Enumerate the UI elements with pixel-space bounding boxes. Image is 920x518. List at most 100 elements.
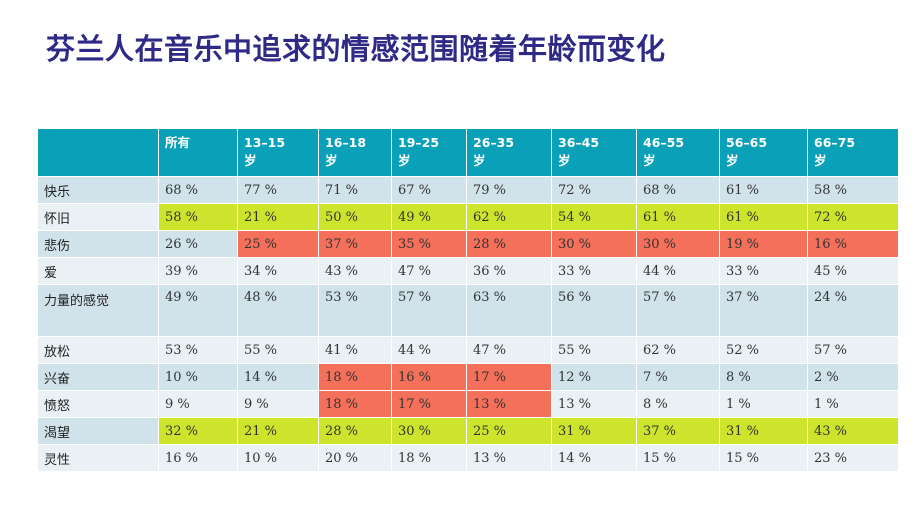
value-cell: 61 % bbox=[719, 176, 808, 204]
value-cell: 55 % bbox=[551, 336, 637, 364]
row-label: 放松 bbox=[37, 336, 159, 364]
table-row: 爱 39 % 34 % 43 % 47 % 36 % 33 % 44 % 33 % 45 % bbox=[37, 257, 899, 285]
value-cell: 57 % bbox=[391, 284, 467, 337]
value-cell: 10 % bbox=[237, 444, 319, 472]
table-row: 快乐 68 % 77 % 71 % 67 % 79 % 72 % 68 % 61 % 58 % bbox=[37, 176, 899, 204]
value-cell: 25 % bbox=[237, 230, 319, 258]
value-cell: 28 % bbox=[466, 230, 552, 258]
value-cell: 62 % bbox=[636, 336, 720, 364]
table-row: 渴望 32 % 21 % 28 % 30 % 25 % 31 % 37 % 31 % 43 % bbox=[37, 417, 899, 445]
value-cell: 13 % bbox=[551, 390, 637, 418]
value-cell: 18 % bbox=[391, 444, 467, 472]
value-cell: 72 % bbox=[807, 203, 899, 231]
column-header: 19–25 岁 bbox=[391, 128, 467, 177]
column-header-line1: 66–75 bbox=[814, 135, 856, 150]
value-cell: 28 % bbox=[318, 417, 392, 445]
value-cell: 35 % bbox=[391, 230, 467, 258]
value-cell: 14 % bbox=[551, 444, 637, 472]
value-cell: 71 % bbox=[318, 176, 392, 204]
value-cell: 30 % bbox=[391, 417, 467, 445]
value-cell: 15 % bbox=[719, 444, 808, 472]
value-cell: 1 % bbox=[807, 390, 899, 418]
value-cell: 48 % bbox=[237, 284, 319, 337]
table-row: 兴奋 10 % 14 % 18 % 16 % 17 % 12 % 7 % 8 % 2 % bbox=[37, 363, 899, 391]
row-label: 快乐 bbox=[37, 176, 159, 204]
table-row: 灵性 16 % 10 % 20 % 18 % 13 % 14 % 15 % 15 % 23 % bbox=[37, 444, 899, 472]
value-cell: 16 % bbox=[158, 444, 238, 472]
value-cell: 24 % bbox=[807, 284, 899, 337]
column-header-line2: 岁 bbox=[643, 153, 656, 168]
value-cell: 79 % bbox=[466, 176, 552, 204]
value-cell: 16 % bbox=[391, 363, 467, 391]
column-header: 所有 bbox=[158, 128, 238, 177]
column-header-line1: 所有 bbox=[165, 135, 191, 150]
value-cell: 68 % bbox=[636, 176, 720, 204]
value-cell: 32 % bbox=[158, 417, 238, 445]
column-header-line2: 岁 bbox=[814, 153, 827, 168]
row-label: 灵性 bbox=[37, 444, 159, 472]
value-cell: 61 % bbox=[636, 203, 720, 231]
table-header-row: 所有 13–15 岁 16–18 岁 19–25 岁 26–35 岁 36–45 岁 46… bbox=[37, 128, 899, 177]
column-header-line2: 岁 bbox=[244, 153, 257, 168]
value-cell: 43 % bbox=[318, 257, 392, 285]
column-header-line1: 36–45 bbox=[558, 135, 600, 150]
value-cell: 18 % bbox=[318, 363, 392, 391]
value-cell: 31 % bbox=[719, 417, 808, 445]
value-cell: 68 % bbox=[158, 176, 238, 204]
value-cell: 44 % bbox=[391, 336, 467, 364]
value-cell: 26 % bbox=[158, 230, 238, 258]
value-cell: 8 % bbox=[719, 363, 808, 391]
value-cell: 23 % bbox=[807, 444, 899, 472]
value-cell: 45 % bbox=[807, 257, 899, 285]
value-cell: 58 % bbox=[807, 176, 899, 204]
column-header: 36–45 岁 bbox=[551, 128, 637, 177]
column-header-line1: 26–35 bbox=[473, 135, 515, 150]
value-cell: 57 % bbox=[636, 284, 720, 337]
column-header: 16–18 岁 bbox=[318, 128, 392, 177]
column-header-line2: 岁 bbox=[726, 153, 739, 168]
value-cell: 37 % bbox=[719, 284, 808, 337]
value-cell: 58 % bbox=[158, 203, 238, 231]
value-cell: 53 % bbox=[318, 284, 392, 337]
column-header-line1: 56–65 bbox=[726, 135, 768, 150]
column-header-line1: 46–55 bbox=[643, 135, 685, 150]
column-header: 13–15 岁 bbox=[237, 128, 319, 177]
value-cell: 47 % bbox=[466, 336, 552, 364]
value-cell: 56 % bbox=[551, 284, 637, 337]
value-cell: 1 % bbox=[719, 390, 808, 418]
value-cell: 10 % bbox=[158, 363, 238, 391]
row-label: 愤怒 bbox=[37, 390, 159, 418]
value-cell: 9 % bbox=[158, 390, 238, 418]
column-header: 56–65 岁 bbox=[719, 128, 808, 177]
value-cell: 57 % bbox=[807, 336, 899, 364]
row-label: 爱 bbox=[37, 257, 159, 285]
emotion-table: 所有 13–15 岁 16–18 岁 19–25 岁 26–35 岁 36–45 岁 46… bbox=[37, 128, 899, 472]
value-cell: 30 % bbox=[636, 230, 720, 258]
row-label: 怀旧 bbox=[37, 203, 159, 231]
value-cell: 61 % bbox=[719, 203, 808, 231]
column-header-line2: 岁 bbox=[473, 153, 486, 168]
value-cell: 34 % bbox=[237, 257, 319, 285]
table-row: 怀旧 58 % 21 % 50 % 49 % 62 % 54 % 61 % 61 % 72 % bbox=[37, 203, 899, 231]
value-cell: 20 % bbox=[318, 444, 392, 472]
value-cell: 67 % bbox=[391, 176, 467, 204]
value-cell: 9 % bbox=[237, 390, 319, 418]
column-header-line2: 岁 bbox=[398, 153, 411, 168]
table-row: 悲伤 26 % 25 % 37 % 35 % 28 % 30 % 30 % 19 % 16 % bbox=[37, 230, 899, 258]
value-cell: 18 % bbox=[318, 390, 392, 418]
column-header-line2: 岁 bbox=[558, 153, 571, 168]
value-cell: 63 % bbox=[466, 284, 552, 337]
value-cell: 52 % bbox=[719, 336, 808, 364]
row-label: 力量的感觉 bbox=[37, 284, 159, 337]
value-cell: 53 % bbox=[158, 336, 238, 364]
value-cell: 43 % bbox=[807, 417, 899, 445]
value-cell: 54 % bbox=[551, 203, 637, 231]
value-cell: 17 % bbox=[391, 390, 467, 418]
value-cell: 62 % bbox=[466, 203, 552, 231]
row-label: 兴奋 bbox=[37, 363, 159, 391]
value-cell: 47 % bbox=[391, 257, 467, 285]
value-cell: 50 % bbox=[318, 203, 392, 231]
value-cell: 7 % bbox=[636, 363, 720, 391]
column-header: 26–35 岁 bbox=[466, 128, 552, 177]
row-label: 悲伤 bbox=[37, 230, 159, 258]
